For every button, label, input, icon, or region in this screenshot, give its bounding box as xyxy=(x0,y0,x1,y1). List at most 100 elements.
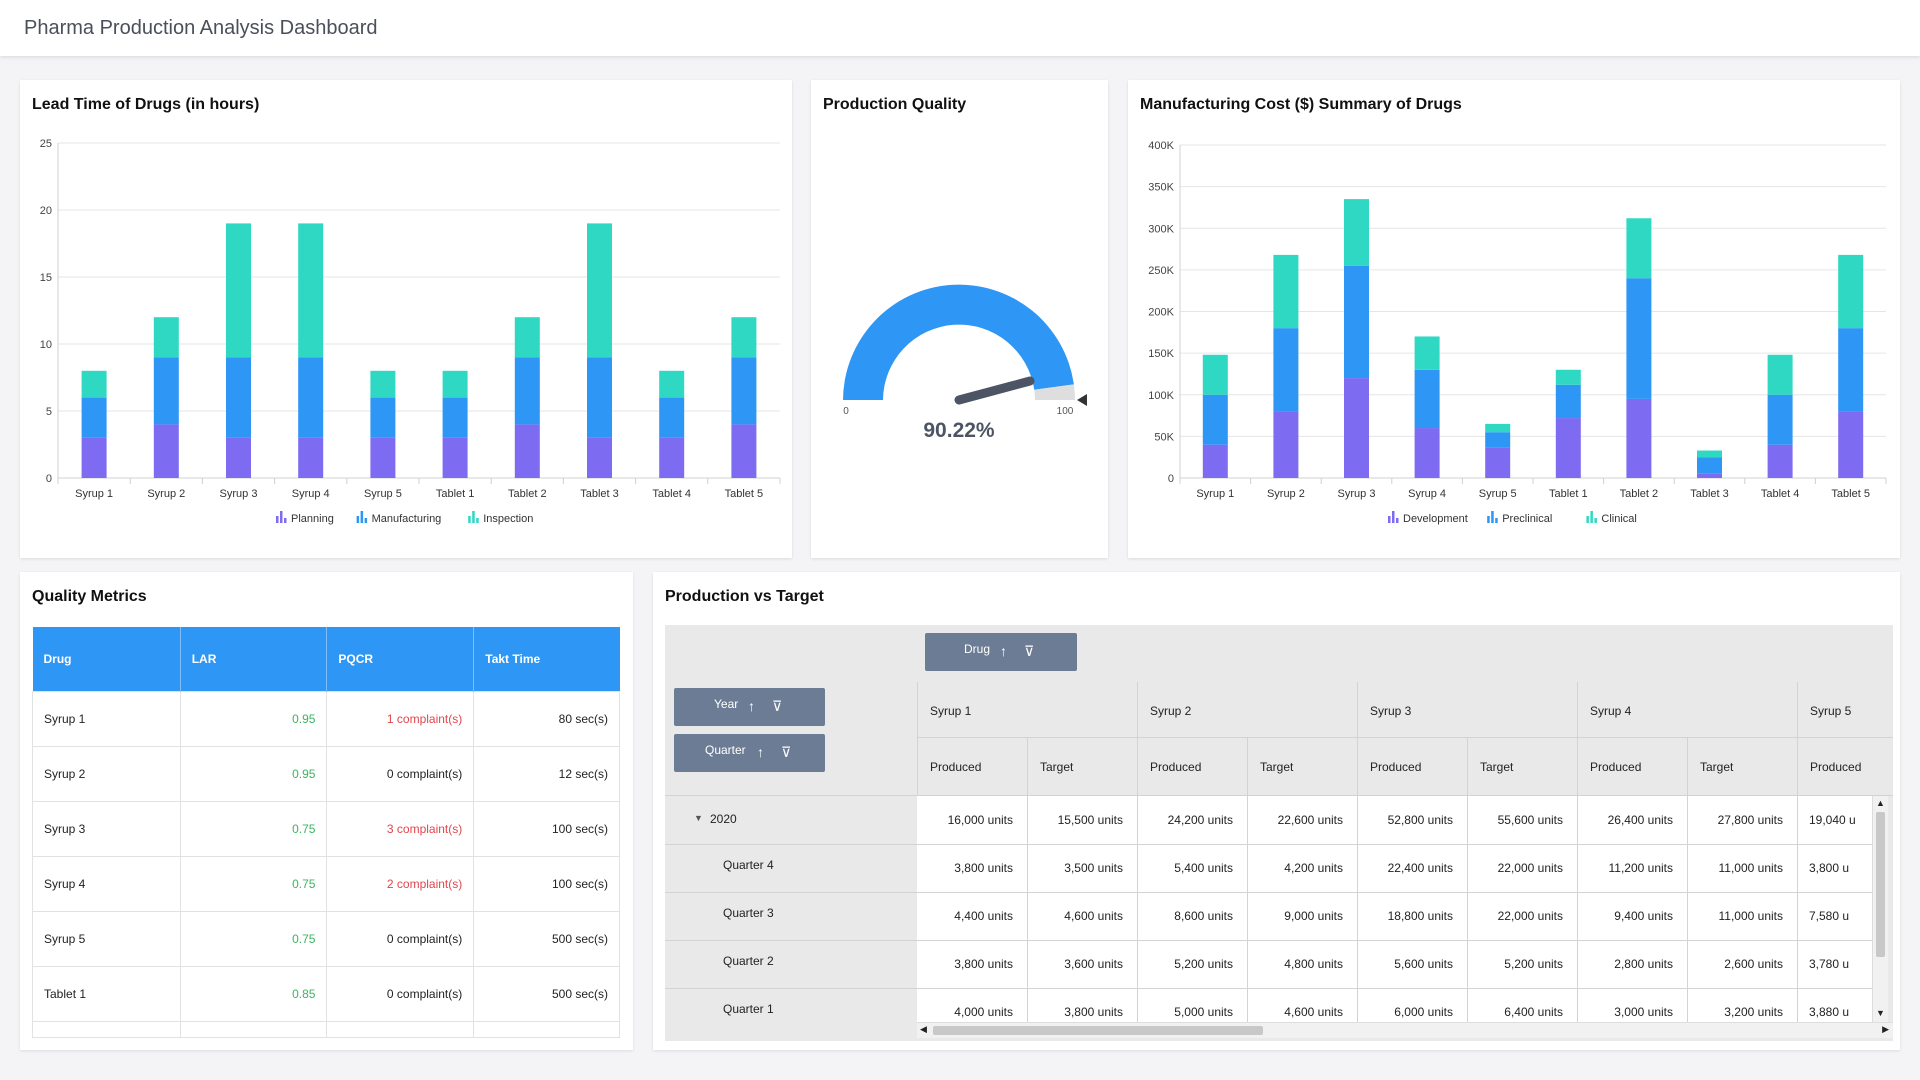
column-header-measure[interactable]: Target xyxy=(1700,760,1734,774)
bar-segment-planning-syrup-1[interactable] xyxy=(81,437,107,478)
pivot-value-cell[interactable]: 9,400 units xyxy=(1614,909,1673,923)
bar-segment-inspection-syrup-4[interactable] xyxy=(298,223,324,358)
pivot-value-cell[interactable]: 19,040 u xyxy=(1809,813,1856,827)
bar-segment-development-syrup-2[interactable] xyxy=(1273,411,1299,478)
year-field-button[interactable]: Year ↑ ⊽ xyxy=(674,688,825,726)
column-header-lar[interactable]: LAR xyxy=(180,627,328,691)
bar-segment-development-syrup-3[interactable] xyxy=(1344,378,1369,478)
filter-icon[interactable]: ⊽ xyxy=(781,744,792,760)
scroll-up-arrow-icon[interactable]: ▲ xyxy=(1876,798,1885,808)
bar-segment-manufacturing-syrup-3[interactable] xyxy=(226,357,251,438)
column-header-measure[interactable]: Produced xyxy=(1590,760,1642,774)
bar-segment-clinical-tablet-5[interactable] xyxy=(1838,254,1864,329)
bar-segment-development-syrup-4[interactable] xyxy=(1414,428,1440,478)
pivot-value-cell[interactable]: 15,500 units xyxy=(1057,813,1123,827)
bar-segment-preclinical-tablet-4[interactable] xyxy=(1767,394,1793,445)
bar-segment-planning-syrup-3[interactable] xyxy=(226,437,251,478)
horizontal-scrollbar[interactable]: ◀ ▶ xyxy=(917,1022,1893,1038)
bar-segment-manufacturing-tablet-3[interactable] xyxy=(587,357,612,438)
pivot-value-cell[interactable]: 2,800 units xyxy=(1614,957,1673,971)
bar-segment-planning-tablet-3[interactable] xyxy=(587,437,612,478)
column-header-measure[interactable]: Produced xyxy=(1810,760,1862,774)
pivot-value-cell[interactable]: 16,000 units xyxy=(947,813,1013,827)
column-header-drug[interactable]: Syrup 5 xyxy=(1810,704,1852,718)
bar-segment-development-tablet-5[interactable] xyxy=(1838,411,1864,478)
pivot-value-cell[interactable]: 11,000 units xyxy=(1718,909,1784,923)
column-header-drug[interactable]: Syrup 4 xyxy=(1590,704,1632,718)
bar-segment-clinical-syrup-5[interactable] xyxy=(1485,423,1511,433)
bar-segment-preclinical-tablet-1[interactable] xyxy=(1555,384,1581,419)
column-header-pqcr[interactable]: PQCR xyxy=(326,627,475,691)
bar-segment-planning-tablet-1[interactable] xyxy=(442,437,468,478)
bar-segment-development-tablet-1[interactable] xyxy=(1555,418,1581,478)
bar-segment-clinical-tablet-2[interactable] xyxy=(1626,218,1652,279)
legend-item-preclinical[interactable]: Preclinical xyxy=(1487,511,1552,525)
pivot-value-cell[interactable]: 4,000 units xyxy=(954,1005,1013,1019)
bar-segment-manufacturing-syrup-5[interactable] xyxy=(370,397,396,438)
pivot-row-label[interactable]: 2020 xyxy=(710,812,737,826)
table-row[interactable]: Syrup 4 0.75 2 complaint(s) 100 sec(s) xyxy=(32,855,620,912)
column-header-takt-time[interactable]: Takt Time xyxy=(473,627,620,691)
pivot-value-cell[interactable]: 26,400 units xyxy=(1607,813,1673,827)
column-header-measure[interactable]: Produced xyxy=(930,760,982,774)
legend-item-manufacturing[interactable]: Manufacturing xyxy=(356,511,442,525)
column-header-measure[interactable]: Target xyxy=(1260,760,1294,774)
bar-segment-preclinical-syrup-3[interactable] xyxy=(1344,265,1369,379)
bar-segment-clinical-tablet-4[interactable] xyxy=(1767,354,1793,395)
table-row[interactable]: Syrup 2 0.95 0 complaint(s) 12 sec(s) xyxy=(32,745,620,802)
bar-segment-preclinical-syrup-1[interactable] xyxy=(1202,394,1228,445)
bar-segment-development-syrup-1[interactable] xyxy=(1202,444,1228,478)
pivot-value-cell[interactable]: 2,600 units xyxy=(1724,957,1783,971)
bar-segment-inspection-syrup-5[interactable] xyxy=(370,370,396,398)
bar-segment-preclinical-tablet-5[interactable] xyxy=(1838,328,1864,412)
pivot-value-cell[interactable]: 5,200 units xyxy=(1504,957,1563,971)
bar-segment-preclinical-tablet-2[interactable] xyxy=(1626,278,1652,399)
pivot-value-cell[interactable]: 52,800 units xyxy=(1387,813,1453,827)
pivot-value-cell[interactable]: 5,000 units xyxy=(1174,1005,1233,1019)
bar-segment-planning-syrup-5[interactable] xyxy=(370,437,396,478)
pivot-value-cell[interactable]: 11,000 units xyxy=(1718,861,1784,875)
bar-segment-inspection-syrup-2[interactable] xyxy=(153,317,179,358)
drug-field-button[interactable]: Drug ↑ ⊽ xyxy=(925,633,1077,671)
pivot-value-cell[interactable]: 3,800 u xyxy=(1809,861,1850,875)
bar-segment-preclinical-syrup-5[interactable] xyxy=(1485,432,1511,448)
bar-segment-manufacturing-tablet-4[interactable] xyxy=(659,397,685,438)
horizontal-scroll-thumb[interactable] xyxy=(933,1026,1263,1035)
column-header-drug[interactable]: Syrup 3 xyxy=(1370,704,1412,718)
filter-icon[interactable]: ⊽ xyxy=(1024,643,1035,659)
pivot-value-cell[interactable]: 11,200 units xyxy=(1608,861,1674,875)
bar-segment-manufacturing-tablet-2[interactable] xyxy=(514,357,540,425)
column-header-drug[interactable]: Drug xyxy=(32,627,181,691)
pivot-value-cell[interactable]: 3,200 units xyxy=(1724,1005,1783,1019)
pivot-row-label[interactable]: Quarter 1 xyxy=(723,1002,774,1016)
pivot-value-cell[interactable]: 4,800 units xyxy=(1284,957,1343,971)
bar-segment-clinical-syrup-2[interactable] xyxy=(1273,254,1299,329)
quarter-field-button[interactable]: Quarter ↑ ⊽ xyxy=(674,734,825,772)
bar-segment-preclinical-syrup-4[interactable] xyxy=(1414,369,1440,429)
pivot-value-cell[interactable]: 3,880 u xyxy=(1809,1005,1850,1019)
bar-segment-planning-syrup-2[interactable] xyxy=(153,424,179,478)
pivot-value-cell[interactable]: 3,780 u xyxy=(1809,957,1850,971)
bar-segment-manufacturing-tablet-1[interactable] xyxy=(442,397,468,438)
legend-item-development[interactable]: Development xyxy=(1388,511,1468,525)
pivot-value-cell[interactable]: 8,600 units xyxy=(1174,909,1233,923)
pivot-value-cell[interactable]: 4,600 units xyxy=(1064,909,1123,923)
bar-segment-inspection-tablet-1[interactable] xyxy=(442,370,468,398)
column-header-measure[interactable]: Produced xyxy=(1150,760,1202,774)
bar-segment-planning-tablet-2[interactable] xyxy=(514,424,540,478)
bar-segment-planning-tablet-4[interactable] xyxy=(659,437,685,478)
bar-segment-planning-syrup-4[interactable] xyxy=(298,437,324,478)
bar-segment-clinical-syrup-3[interactable] xyxy=(1344,199,1369,266)
pivot-value-cell[interactable]: 3,800 units xyxy=(954,861,1013,875)
legend-item-clinical[interactable]: Clinical xyxy=(1586,511,1637,525)
column-header-measure[interactable]: Target xyxy=(1480,760,1514,774)
pivot-row-label[interactable]: Quarter 3 xyxy=(723,906,774,920)
bar-segment-development-tablet-4[interactable] xyxy=(1767,444,1793,478)
pivot-value-cell[interactable]: 4,200 units xyxy=(1284,861,1343,875)
sort-ascending-icon[interactable]: ↑ xyxy=(1000,643,1007,659)
pivot-value-cell[interactable]: 3,800 units xyxy=(954,957,1013,971)
filter-icon[interactable]: ⊽ xyxy=(772,698,783,714)
pivot-value-cell[interactable]: 3,600 units xyxy=(1064,957,1123,971)
pivot-value-cell[interactable]: 18,800 units xyxy=(1387,909,1453,923)
pivot-value-cell[interactable]: 5,200 units xyxy=(1174,957,1233,971)
